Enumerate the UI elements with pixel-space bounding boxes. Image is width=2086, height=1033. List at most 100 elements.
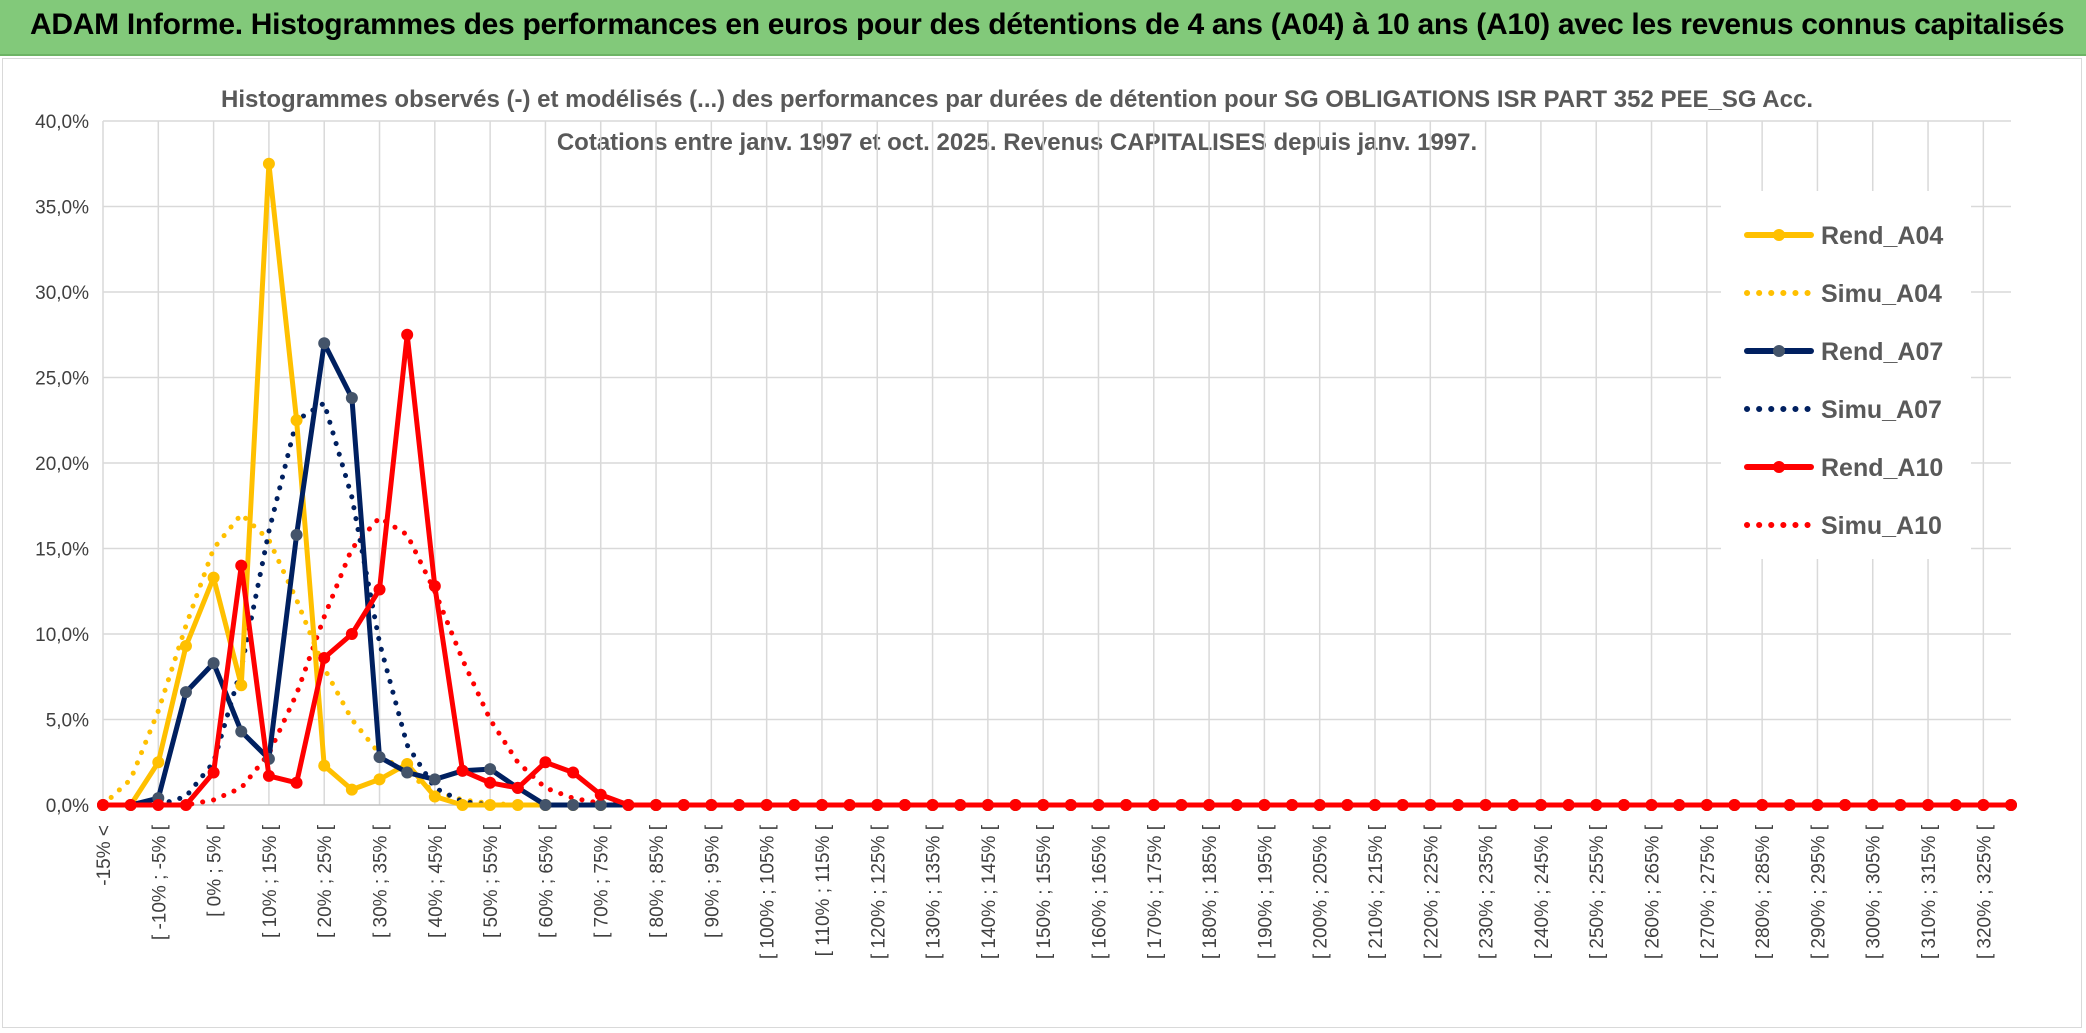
data-point bbox=[677, 799, 690, 811]
data-point bbox=[1866, 799, 1879, 811]
x-tick-label: [ 160% ; 165% [ bbox=[1089, 824, 1110, 959]
x-tick-label: [ 220% ; 225% [ bbox=[1421, 824, 1442, 959]
x-tick-label: [ -10% ; -5% [ bbox=[149, 824, 170, 940]
data-point bbox=[318, 759, 331, 772]
data-point bbox=[1009, 799, 1022, 811]
data-point bbox=[1313, 799, 1326, 811]
data-point bbox=[650, 799, 663, 811]
data-point bbox=[1147, 799, 1160, 811]
data-point bbox=[1203, 799, 1216, 811]
x-tick-label: [ 80% ; 85% [ bbox=[647, 824, 668, 938]
x-tick-label: [ 20% ; 25% [ bbox=[315, 824, 336, 938]
x-tick-label: [ 90% ; 95% [ bbox=[702, 824, 723, 938]
data-point bbox=[235, 679, 248, 692]
data-point bbox=[815, 799, 828, 811]
legend-label: Simu_A10 bbox=[1821, 512, 1942, 540]
data-point bbox=[262, 769, 275, 782]
data-point bbox=[179, 686, 192, 699]
data-point bbox=[207, 657, 220, 670]
data-point bbox=[1092, 799, 1105, 811]
data-point bbox=[567, 766, 580, 779]
data-point bbox=[456, 764, 469, 777]
data-point bbox=[760, 799, 773, 811]
data-point bbox=[401, 766, 414, 779]
x-tick-label: [ 110% ; 115% [ bbox=[813, 824, 834, 956]
y-tick-label: 0,0% bbox=[46, 796, 89, 817]
data-point bbox=[539, 799, 552, 811]
data-point bbox=[898, 799, 911, 811]
data-point bbox=[622, 799, 635, 811]
data-point bbox=[1728, 799, 1741, 811]
legend-label: Simu_A07 bbox=[1821, 396, 1942, 424]
data-point bbox=[290, 414, 303, 427]
data-point bbox=[1507, 799, 1520, 811]
x-tick-label: [ 290% ; 295% [ bbox=[1808, 824, 1829, 959]
data-point bbox=[373, 751, 386, 764]
data-point bbox=[1783, 799, 1796, 811]
data-point bbox=[373, 583, 386, 596]
data-point bbox=[318, 651, 331, 664]
legend: Rend_A04 Simu_A04 Rend_A07 Simu_A07 Rend_A10… bbox=[1721, 191, 1971, 559]
x-tick-label: [ 270% ; 275% [ bbox=[1698, 824, 1719, 959]
data-point bbox=[1811, 799, 1824, 811]
data-point bbox=[428, 773, 441, 786]
x-tick-label: [ 70% ; 75% [ bbox=[592, 824, 613, 938]
data-point bbox=[179, 639, 192, 652]
x-axis-ticks: -15% < [ -10% ; -5% [[ 0% ; 5% [[ 10% ; 1… bbox=[94, 824, 1995, 959]
y-tick-label: 10,0% bbox=[35, 625, 89, 646]
legend-box bbox=[1721, 191, 1971, 559]
y-axis-ticks: 0,0% 5,0% 10,0% 15,0% 20,0% 25,0% 30,0% 35,0% 40… bbox=[35, 112, 89, 817]
data-point bbox=[1590, 799, 1603, 811]
chart-title: Histogrammes observés (-) et modélisés (… bbox=[221, 86, 1813, 113]
data-point bbox=[1064, 799, 1077, 811]
data-point bbox=[1396, 799, 1409, 811]
data-point bbox=[871, 799, 884, 811]
data-point bbox=[207, 571, 220, 584]
x-tick-label: [ 180% ; 185% [ bbox=[1200, 824, 1221, 959]
data-point bbox=[1037, 799, 1050, 811]
data-point bbox=[511, 781, 524, 794]
y-tick-label: 35,0% bbox=[35, 198, 89, 219]
data-point bbox=[733, 799, 745, 811]
data-point bbox=[262, 157, 275, 170]
x-tick-label: [ 310% ; 315% [ bbox=[1919, 824, 1940, 959]
data-point bbox=[1258, 799, 1271, 811]
data-point bbox=[345, 628, 358, 640]
data-point bbox=[843, 799, 856, 811]
data-point bbox=[345, 392, 358, 405]
data-point bbox=[484, 799, 497, 811]
data-point bbox=[318, 337, 331, 350]
data-point bbox=[207, 766, 220, 779]
y-tick-label: 40,0% bbox=[35, 112, 89, 133]
data-point bbox=[1479, 799, 1492, 811]
legend-marker bbox=[1773, 345, 1785, 357]
data-point bbox=[428, 790, 441, 803]
data-point bbox=[235, 559, 248, 572]
x-tick-label: [ 250% ; 255% [ bbox=[1587, 824, 1608, 959]
data-point bbox=[594, 799, 607, 811]
data-point bbox=[705, 799, 718, 811]
x-tick-label: [ 320% ; 325% [ bbox=[1974, 824, 1995, 959]
data-point bbox=[981, 799, 994, 811]
data-point bbox=[1424, 799, 1437, 811]
x-tick-label: [ 210% ; 215% [ bbox=[1366, 824, 1387, 959]
data-point bbox=[401, 328, 414, 341]
x-tick-label: [ 170% ; 175% [ bbox=[1145, 824, 1166, 959]
data-point bbox=[594, 788, 607, 801]
data-point bbox=[1977, 799, 1990, 811]
data-point bbox=[1230, 799, 1243, 811]
legend-marker bbox=[1773, 229, 1785, 241]
series-Rend_A10 bbox=[97, 328, 2017, 811]
data-point bbox=[788, 799, 801, 811]
data-point bbox=[511, 799, 524, 811]
x-tick-label: [ 40% ; 45% [ bbox=[426, 824, 447, 938]
data-point bbox=[2005, 799, 2017, 811]
data-point bbox=[1451, 799, 1464, 811]
data-point bbox=[567, 799, 580, 811]
x-tick-label: [ 200% ; 205% [ bbox=[1311, 824, 1332, 959]
data-point bbox=[1562, 799, 1575, 811]
data-point bbox=[484, 763, 497, 776]
data-point bbox=[1369, 799, 1381, 811]
gridlines bbox=[102, 120, 2011, 805]
